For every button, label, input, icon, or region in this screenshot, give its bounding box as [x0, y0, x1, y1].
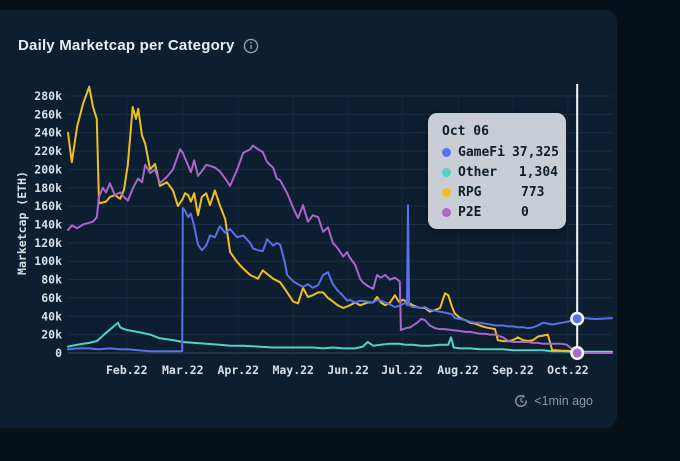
tooltip-series-value: 37,325	[511, 144, 559, 160]
tooltip-series-name: GameFi	[458, 144, 505, 160]
tooltip-row: RPG 773	[442, 182, 558, 202]
tooltip-series-value: 0	[521, 204, 529, 220]
y-tick-label: 20k	[41, 328, 62, 342]
y-tick-label: 260k	[34, 107, 62, 121]
x-tick-label: Feb.22	[106, 363, 148, 377]
marketcap-card: Daily Marketcap per Category Marketcap (…	[0, 10, 617, 428]
y-tick-label: 280k	[34, 89, 62, 103]
page-title: Daily Marketcap per Category	[18, 37, 235, 54]
series-line-p2e	[67, 144, 613, 354]
series-dot-icon	[442, 147, 451, 157]
tooltip-series-name: Other	[458, 164, 498, 180]
x-tick-label: Jul.22	[381, 363, 423, 377]
x-tick-label: Aug.22	[437, 363, 479, 377]
series-line-other	[67, 321, 613, 353]
series-dot-icon	[442, 167, 451, 177]
tooltip-date: Oct 06	[442, 124, 489, 139]
tooltip-rows: GameFi 37,325 Other 1,304 RPG 773 P2E 0	[442, 142, 559, 222]
tooltip-series-name: P2E	[458, 204, 482, 220]
series-line-gamefi	[67, 204, 613, 353]
x-tick-label: Jun.22	[327, 363, 369, 377]
series-line-rpg	[67, 85, 613, 354]
crosshair-marker-p2e	[572, 348, 582, 358]
y-tick-label: 240k	[34, 126, 62, 140]
info-icon[interactable]	[243, 38, 259, 54]
last-updated-text: <1min ago	[534, 394, 593, 408]
tooltip-row: GameFi 37,325	[442, 142, 559, 162]
x-tick-label: Apr.22	[217, 363, 259, 377]
tooltip-row: P2E 0	[442, 202, 558, 222]
y-tick-label: 0	[55, 346, 62, 360]
last-updated: <1min ago	[514, 394, 593, 408]
y-tick-label: 160k	[34, 199, 62, 213]
y-tick-label: 200k	[34, 162, 62, 176]
tooltip-series-name: RPG	[458, 184, 482, 200]
y-tick-label: 140k	[34, 218, 62, 232]
y-tick-label: 180k	[34, 181, 62, 195]
x-tick-label: May.22	[272, 363, 314, 377]
x-tick-label: Oct.22	[547, 363, 589, 377]
y-tick-label: 120k	[34, 236, 62, 250]
chart-tooltip: Oct 06 GameFi 37,325 Other 1,304 RPG 773 P2E 0	[428, 113, 566, 229]
y-tick-label: 40k	[41, 309, 62, 323]
y-tick-label: 220k	[34, 144, 62, 158]
series-dot-icon	[442, 207, 451, 217]
tooltip-series-value: 773	[521, 184, 545, 200]
tooltip-series-value: 1,304	[518, 164, 558, 180]
y-tick-label: 100k	[34, 254, 62, 268]
crosshair-marker-gamefi	[572, 314, 582, 324]
series-dot-icon	[442, 187, 451, 197]
x-tick-label: Sep.22	[492, 363, 534, 377]
y-tick-label: 80k	[41, 273, 62, 287]
tooltip-row: Other 1,304	[442, 162, 558, 182]
x-tick-label: Mar.22	[162, 363, 204, 377]
card-header: Daily Marketcap per Category	[18, 37, 259, 54]
y-tick-label: 60k	[41, 291, 62, 305]
refresh-icon[interactable]	[514, 394, 528, 408]
